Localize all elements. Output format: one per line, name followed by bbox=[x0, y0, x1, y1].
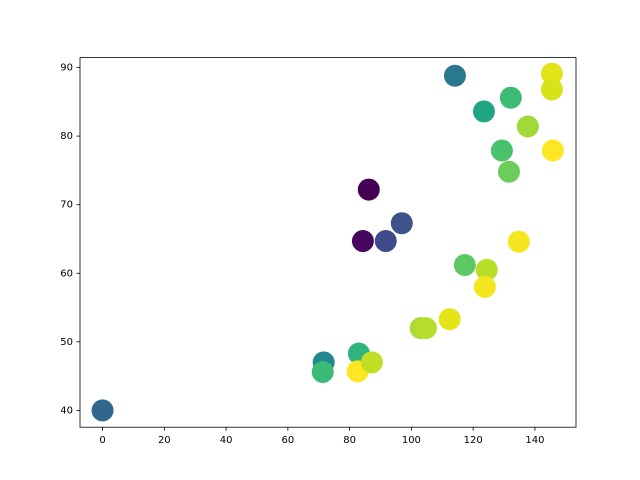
point bbox=[473, 275, 496, 298]
point bbox=[516, 115, 539, 138]
axes-frame bbox=[79, 57, 577, 428]
point bbox=[357, 178, 380, 201]
point bbox=[540, 78, 563, 101]
point bbox=[499, 86, 522, 109]
y-tick-label: 90 bbox=[60, 63, 73, 74]
point bbox=[414, 317, 437, 340]
point bbox=[91, 399, 114, 422]
point bbox=[490, 139, 513, 162]
y-tick-label: 60 bbox=[60, 268, 73, 279]
x-tick-label: 20 bbox=[158, 435, 171, 446]
y-tick-label: 80 bbox=[60, 131, 73, 142]
x-tick-label: 40 bbox=[220, 435, 233, 446]
point bbox=[351, 230, 374, 253]
point bbox=[507, 230, 530, 253]
point bbox=[475, 258, 498, 281]
point bbox=[360, 351, 383, 374]
point bbox=[497, 160, 520, 183]
point bbox=[390, 212, 413, 235]
point bbox=[438, 308, 461, 331]
point bbox=[472, 100, 495, 123]
x-tick-label: 120 bbox=[464, 435, 483, 446]
point bbox=[311, 361, 334, 383]
y-tick-label: 50 bbox=[60, 337, 73, 348]
x-tick-label: 140 bbox=[525, 435, 544, 446]
point bbox=[443, 64, 466, 87]
point bbox=[374, 230, 397, 253]
x-tick-label: 80 bbox=[343, 435, 356, 446]
point bbox=[453, 254, 476, 277]
point bbox=[540, 62, 563, 85]
x-tick-label: 0 bbox=[99, 435, 105, 446]
x-tick-label: 100 bbox=[402, 435, 421, 446]
y-tick-label: 40 bbox=[60, 405, 73, 416]
point bbox=[541, 139, 564, 162]
y-tick-label: 70 bbox=[60, 200, 73, 211]
x-tick-label: 60 bbox=[281, 435, 294, 446]
